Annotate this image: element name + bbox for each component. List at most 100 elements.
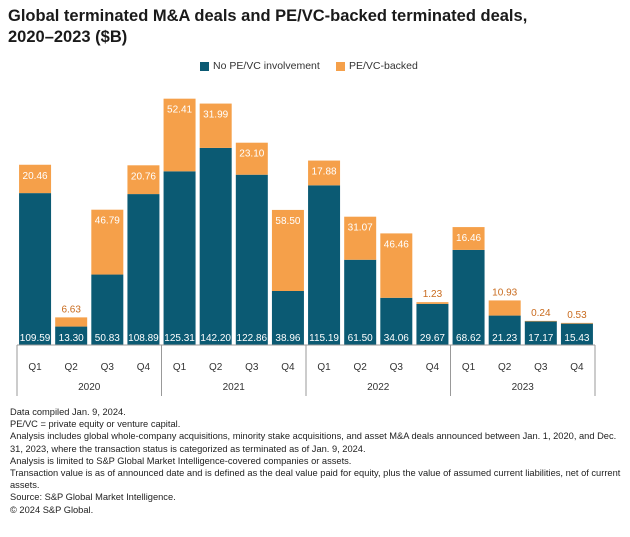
note-line: Analysis is limited to S&P Global Market… bbox=[10, 455, 352, 466]
bar-no-pe-10 bbox=[380, 297, 413, 345]
data-label-pe-15: 0.53 bbox=[567, 310, 587, 321]
bar-no-pe-1 bbox=[55, 326, 88, 345]
data-label-no-pe-13: 21.23 bbox=[492, 333, 517, 344]
group-label-2023: 2023 bbox=[512, 382, 535, 393]
data-label-no-pe-8: 115.19 bbox=[309, 333, 339, 344]
data-label-pe-3: 20.76 bbox=[131, 171, 156, 182]
bar-pe-11 bbox=[416, 302, 449, 304]
x-tick-label-3: Q4 bbox=[137, 362, 151, 373]
data-label-no-pe-15: 15.43 bbox=[564, 333, 589, 344]
data-label-pe-2: 46.79 bbox=[95, 216, 120, 227]
bar-pe-7 bbox=[271, 209, 304, 292]
data-label-no-pe-9: 61.50 bbox=[348, 333, 373, 344]
group-label-2020: 2020 bbox=[78, 382, 101, 393]
data-label-no-pe-12: 68.62 bbox=[456, 333, 481, 344]
group-label-2022: 2022 bbox=[367, 382, 390, 393]
legend-label-pe: PE/VC-backed bbox=[349, 60, 418, 72]
bar-no-pe-7 bbox=[271, 291, 304, 345]
data-label-pe-1: 6.63 bbox=[61, 304, 81, 315]
chart-notes: Data compiled Jan. 9, 2024. PE/VC = priv… bbox=[10, 406, 622, 516]
bar-pe-3 bbox=[127, 165, 160, 195]
bar-no-pe-2 bbox=[91, 274, 124, 345]
data-label-pe-5: 31.99 bbox=[203, 110, 228, 121]
x-tick-label-9: Q2 bbox=[354, 362, 368, 373]
note-line: © 2024 S&P Global. bbox=[10, 504, 94, 515]
bar-no-pe-8 bbox=[308, 185, 341, 345]
bar-no-pe-11 bbox=[416, 303, 449, 345]
bar-no-pe-0 bbox=[19, 193, 52, 345]
legend-swatch-pe bbox=[336, 61, 345, 71]
bar-pe-9 bbox=[344, 216, 377, 260]
bar-pe-2 bbox=[91, 209, 124, 275]
legend-label-no-pe: No PE/VC involvement bbox=[213, 60, 320, 72]
x-tick-label-6: Q3 bbox=[245, 362, 259, 373]
x-tick-label-0: Q1 bbox=[28, 362, 42, 373]
data-label-no-pe-7: 38.96 bbox=[275, 333, 300, 344]
bar-pe-10 bbox=[380, 233, 413, 298]
data-label-no-pe-11: 29.67 bbox=[420, 333, 445, 344]
bar-pe-15 bbox=[560, 322, 593, 324]
data-label-pe-12: 16.46 bbox=[456, 233, 481, 244]
data-label-no-pe-1: 13.30 bbox=[59, 333, 84, 344]
note-line: Data compiled Jan. 9, 2024. bbox=[10, 407, 126, 417]
bar-no-pe-15 bbox=[560, 323, 593, 345]
bar-no-pe-3 bbox=[127, 194, 160, 345]
legend-item-pe: PE/VC-backed bbox=[336, 60, 418, 72]
bar-pe-13 bbox=[488, 300, 521, 316]
bar-no-pe-12 bbox=[452, 249, 485, 345]
data-label-pe-13: 10.93 bbox=[492, 287, 517, 298]
bar-no-pe-13 bbox=[488, 315, 521, 345]
data-label-no-pe-10: 34.06 bbox=[384, 333, 409, 344]
bar-pe-0 bbox=[19, 164, 52, 194]
x-tick-label-11: Q4 bbox=[426, 362, 440, 373]
data-label-pe-14: 0.24 bbox=[531, 308, 551, 319]
data-label-pe-0: 20.46 bbox=[23, 171, 48, 182]
bar-pe-12 bbox=[452, 227, 485, 250]
data-label-no-pe-0: 109.59 bbox=[20, 333, 51, 344]
bar-pe-8 bbox=[308, 160, 341, 186]
data-label-pe-8: 17.88 bbox=[312, 167, 337, 178]
data-label-pe-7: 58.50 bbox=[275, 216, 300, 227]
legend-item-no-pe: No PE/VC involvement bbox=[200, 60, 320, 72]
x-tick-label-1: Q2 bbox=[65, 362, 79, 373]
x-tick-label-5: Q2 bbox=[209, 362, 223, 373]
bar-no-pe-5 bbox=[199, 147, 232, 345]
data-label-pe-10: 46.46 bbox=[384, 239, 409, 250]
chart-title-line-1: Global terminated M&A deals and PE/VC-ba… bbox=[8, 7, 528, 25]
bar-pe-14 bbox=[524, 320, 557, 322]
chart-title-line-2: 2020–2023 ($B) bbox=[8, 28, 128, 46]
bar-no-pe-4 bbox=[163, 171, 196, 345]
x-tick-label-12: Q1 bbox=[462, 362, 476, 373]
x-tick-label-7: Q4 bbox=[281, 362, 295, 373]
data-label-no-pe-6: 122.86 bbox=[237, 333, 268, 344]
data-label-no-pe-3: 108.89 bbox=[128, 333, 159, 344]
note-line: Source: S&P Global Market Intelligence. bbox=[10, 492, 176, 503]
bar-pe-5 bbox=[199, 103, 232, 148]
x-tick-label-8: Q1 bbox=[317, 362, 331, 373]
x-tick-label-4: Q1 bbox=[173, 362, 187, 373]
x-tick-label-13: Q2 bbox=[498, 362, 512, 373]
bar-pe-6 bbox=[235, 142, 268, 175]
data-label-pe-6: 23.10 bbox=[239, 149, 264, 160]
data-label-no-pe-14: 17.17 bbox=[528, 333, 553, 344]
legend: No PE/VC involvement PE/VC-backed bbox=[0, 60, 630, 74]
x-tick-label-14: Q3 bbox=[534, 362, 548, 373]
data-label-pe-4: 52.41 bbox=[167, 105, 192, 116]
bar-pe-4 bbox=[163, 98, 196, 172]
group-label-2021: 2021 bbox=[223, 382, 246, 393]
chart-title: Global terminated M&A deals and PE/VC-ba… bbox=[8, 6, 618, 48]
data-label-pe-11: 1.23 bbox=[423, 289, 443, 300]
data-label-no-pe-4: 125.31 bbox=[164, 333, 195, 344]
x-tick-label-15: Q4 bbox=[570, 362, 584, 373]
bar-no-pe-9 bbox=[344, 259, 377, 345]
legend-swatch-no-pe bbox=[200, 61, 209, 71]
data-label-no-pe-5: 142.20 bbox=[200, 333, 231, 344]
bar-pe-1 bbox=[55, 317, 88, 327]
x-tick-label-10: Q3 bbox=[390, 362, 404, 373]
note-line: Transaction value is as of announced dat… bbox=[10, 468, 621, 491]
bar-no-pe-14 bbox=[524, 321, 557, 345]
bar-chart: 109.59 20.46 Q1 13.30 6.63 Q2 50.83 46.79 Q3 108.… bbox=[16, 98, 596, 396]
bar-no-pe-6 bbox=[235, 174, 268, 345]
data-label-pe-9: 31.07 bbox=[348, 223, 373, 234]
x-tick-label-2: Q3 bbox=[101, 362, 115, 373]
